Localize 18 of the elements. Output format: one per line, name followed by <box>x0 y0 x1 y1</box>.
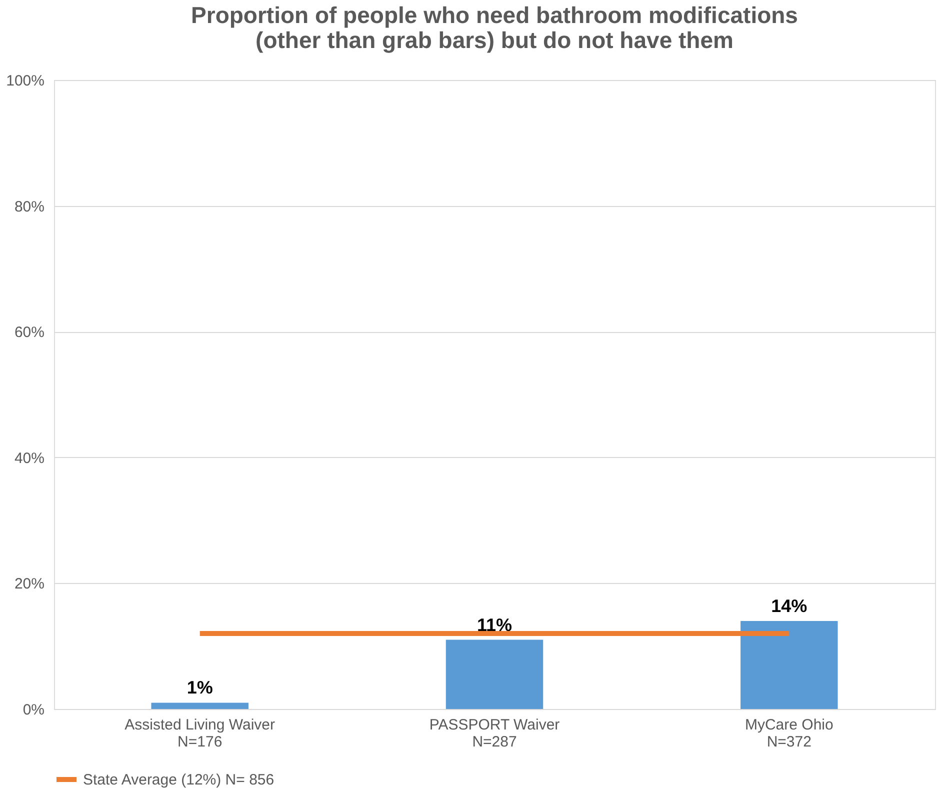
data-label: 1% <box>186 678 213 698</box>
y-tick-label: 60% <box>14 324 44 342</box>
x-tick-label: PASSPORT Waiver N=287 <box>429 716 560 750</box>
bar <box>151 702 248 709</box>
data-label: 14% <box>771 596 808 616</box>
legend-label: State Average (12%) N= 856 <box>83 772 274 788</box>
text: (other than grab bars) but do not have them <box>256 27 734 53</box>
x-tick-label: MyCare Ohio N=372 <box>744 716 834 750</box>
y-tick-label: 80% <box>14 198 44 216</box>
text: Proportion of people who need bathroom modifications <box>191 2 798 28</box>
bar <box>446 640 544 709</box>
y-tick-label: 0% <box>22 702 44 718</box>
x-tick-label: Assisted Living Waiver N=176 <box>124 716 276 750</box>
y-tick-label: 100% <box>6 72 44 90</box>
bar <box>740 620 838 709</box>
data-label: 11% <box>476 614 512 635</box>
y-tick-label: 20% <box>14 576 44 593</box>
y-tick-label: 40% <box>14 450 44 467</box>
